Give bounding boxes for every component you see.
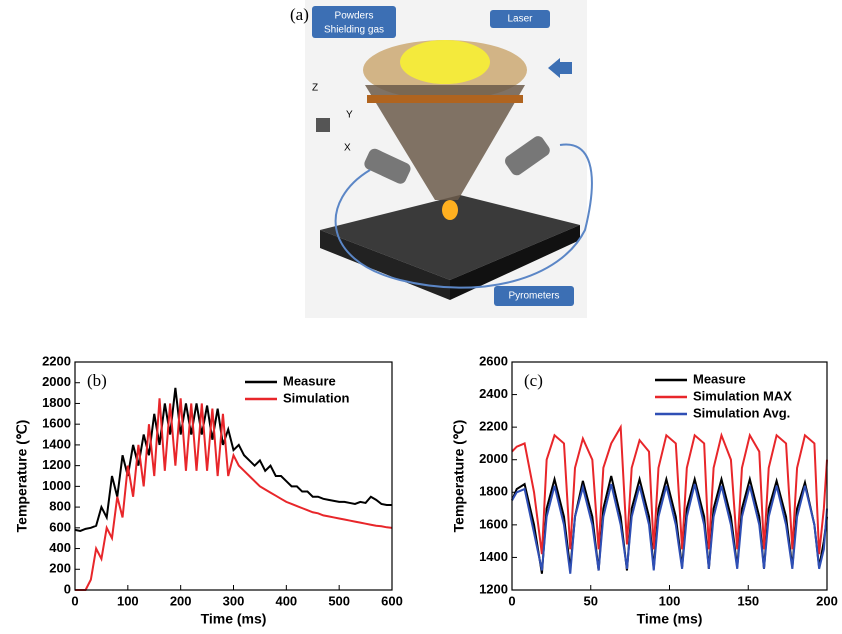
illustration: (a) Powders Shielding gas Laser Pyromete…: [290, 0, 592, 318]
x-tick-label: 150: [737, 593, 759, 608]
y-tick-label: 1800: [479, 484, 508, 499]
x-tick-label: 0: [508, 593, 515, 608]
x-tick-label: 100: [117, 593, 139, 608]
y-tick-label: 2000: [42, 374, 71, 389]
y-tick-label: 1200: [479, 581, 508, 596]
axis-name: Y: [346, 110, 353, 121]
x-tick-label: 50: [584, 593, 598, 608]
x-tick-label: 200: [170, 593, 192, 608]
y-tick-label: 1200: [42, 457, 71, 472]
panel-label: (a): [290, 5, 309, 24]
y-tick-label: 1600: [42, 416, 71, 431]
axis-cube: [316, 118, 330, 132]
legend-label: Simulation: [283, 390, 350, 405]
y-tick-label: 2200: [479, 419, 508, 434]
axis-name: X: [344, 143, 351, 154]
y-tick-label: 600: [49, 519, 71, 534]
callout: Powders: [335, 11, 374, 22]
legend-label: Measure: [283, 373, 336, 388]
y-tick-label: 1800: [42, 395, 71, 410]
callout: Pyrometers: [508, 291, 559, 302]
y-tick-label: 2000: [479, 451, 508, 466]
y-tick-label: 1600: [479, 516, 508, 531]
x-tick-label: 200: [816, 593, 838, 608]
y-tick-label: 200: [49, 561, 71, 576]
data-line: [75, 398, 392, 590]
x-tick-label: 600: [381, 593, 403, 608]
axis-name: Z: [312, 83, 318, 94]
y-tick-label: 2600: [479, 353, 508, 368]
x-tick-label: 400: [275, 593, 297, 608]
x-axis-label: Time (ms): [201, 611, 267, 627]
panel-label: (c): [524, 371, 543, 390]
laser-beam: [400, 40, 490, 84]
y-tick-label: 400: [49, 540, 71, 555]
panel-label: (b): [87, 371, 107, 390]
y-tick-label: 0: [64, 581, 71, 596]
melt-pool: [442, 200, 458, 220]
data-line: [512, 476, 827, 574]
callout: Laser: [507, 14, 533, 25]
nozzle-band: [367, 95, 523, 103]
legend-label: Simulation Avg.: [693, 405, 790, 420]
y-tick-label: 1400: [42, 436, 71, 451]
figure: (a) Powders Shielding gas Laser Pyromete…: [0, 0, 842, 634]
y-tick-label: 800: [49, 499, 71, 514]
y-axis-label: Temperature (℃): [14, 420, 30, 533]
x-axis-label: Time (ms): [637, 611, 703, 627]
y-axis-label: Temperature (℃): [451, 420, 467, 533]
x-tick-label: 300: [223, 593, 245, 608]
legend-label: Measure: [693, 371, 746, 386]
callout: Shielding gas: [324, 25, 384, 36]
y-tick-label: 2400: [479, 386, 508, 401]
x-tick-label: 0: [71, 593, 78, 608]
x-tick-label: 500: [328, 593, 350, 608]
legend-label: Simulation MAX: [693, 388, 792, 403]
x-tick-label: 100: [659, 593, 681, 608]
y-tick-label: 1400: [479, 549, 508, 564]
y-tick-label: 2200: [42, 353, 71, 368]
y-tick-label: 1000: [42, 478, 71, 493]
